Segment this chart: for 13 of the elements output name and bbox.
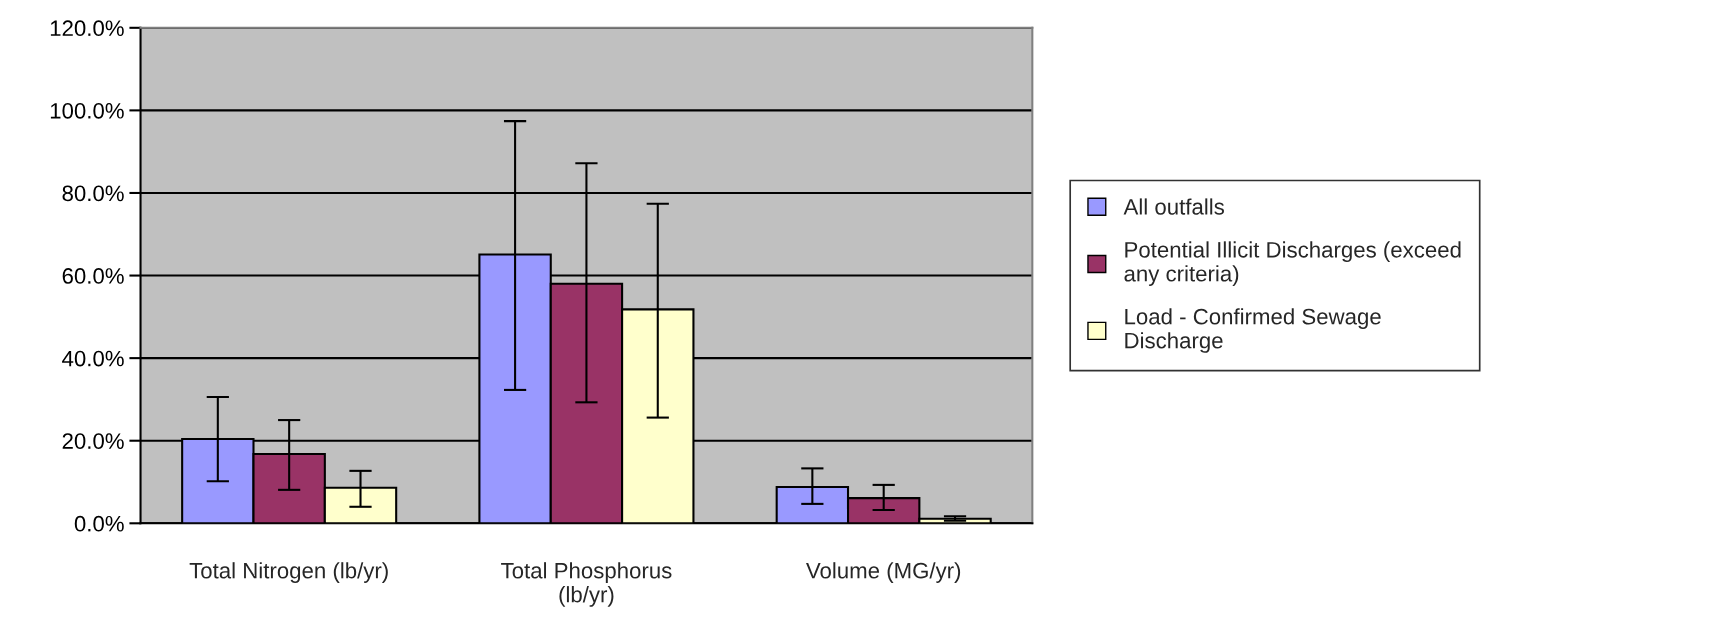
x-tick-label: Total Nitrogen (lb/yr) [189, 562, 388, 583]
legend-label: All outfalls [1123, 198, 1224, 215]
x-tick-label: Total Phosphorus (lb/yr) [501, 562, 672, 607]
legend-label: Potential Illicit Discharges (exceed any criteria) [1124, 241, 1461, 286]
y-tick-label: 120.0% [50, 20, 124, 37]
legend-label: Load - Confirmed Sewage Discharge [1125, 308, 1381, 353]
x-tick-label: Volume (MG/yr) [806, 562, 961, 583]
y-tick-label: 60.0% [62, 268, 124, 284]
y-tick-label: 100.0% [50, 102, 124, 119]
y-tick-label: 80.0% [62, 185, 124, 202]
y-tick-label: 40.0% [62, 350, 124, 367]
y-tick-label: 20.0% [62, 433, 124, 449]
y-tick-label: 0.0% [74, 515, 124, 532]
